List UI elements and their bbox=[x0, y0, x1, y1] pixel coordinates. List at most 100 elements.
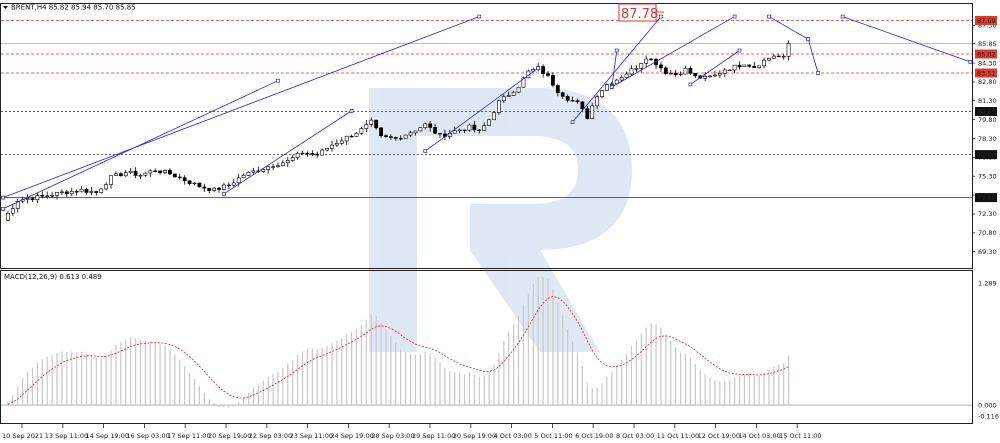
trend-line-handle[interactable] bbox=[840, 14, 845, 19]
candle-body bbox=[15, 200, 20, 209]
level-price-box bbox=[975, 150, 997, 160]
candle-body bbox=[747, 64, 752, 67]
trend-line[interactable] bbox=[842, 16, 971, 63]
candle-body bbox=[467, 124, 472, 131]
trend-line-handle[interactable] bbox=[732, 14, 737, 19]
watermark-logo bbox=[369, 88, 632, 352]
candle-body bbox=[118, 173, 123, 177]
symbol-header: BRENT,H4 85.82 85.94 85.70 85.85 bbox=[11, 4, 136, 12]
trend-line[interactable] bbox=[690, 50, 740, 85]
candle-body bbox=[413, 130, 418, 134]
candle-body bbox=[266, 166, 271, 170]
candle-body bbox=[241, 175, 246, 179]
candle-body bbox=[516, 86, 521, 93]
trend-line[interactable] bbox=[2, 80, 279, 210]
trend-line[interactable] bbox=[611, 50, 618, 88]
trend-line[interactable] bbox=[611, 16, 735, 88]
level-price-label: 77.02 bbox=[977, 151, 996, 159]
candle-body bbox=[403, 134, 408, 139]
candle-body bbox=[546, 73, 550, 76]
candle-body bbox=[40, 195, 45, 197]
candle-body bbox=[25, 198, 30, 200]
candle-body bbox=[246, 171, 251, 176]
dropdown-triangle-icon[interactable] bbox=[3, 6, 8, 9]
candle-body bbox=[668, 72, 673, 75]
trend-line-handle[interactable] bbox=[222, 191, 226, 196]
candle-body bbox=[315, 153, 320, 156]
level-price-box bbox=[975, 193, 997, 203]
time-tick-label: 6 Oct 19:00 bbox=[575, 432, 613, 440]
trend-line-handle[interactable] bbox=[816, 71, 820, 75]
candle-body bbox=[325, 148, 329, 151]
trend-line-handle[interactable] bbox=[688, 82, 693, 87]
time-tick-label: 17 Sep 11:00 bbox=[167, 432, 210, 440]
trend-line[interactable] bbox=[768, 16, 809, 40]
time-tick-label: 10 Sep 2021 bbox=[2, 432, 43, 440]
candle-body bbox=[354, 132, 359, 137]
trend-line-handle[interactable] bbox=[477, 14, 482, 19]
candle-body bbox=[388, 136, 393, 138]
trend-line-handle[interactable] bbox=[806, 37, 811, 42]
candle-body bbox=[639, 63, 644, 69]
trend-line-handle[interactable] bbox=[1, 195, 5, 200]
trend-line-handle[interactable] bbox=[570, 120, 575, 125]
trend-line-handle[interactable] bbox=[659, 14, 663, 19]
trend-line[interactable] bbox=[572, 16, 662, 123]
time-tick-label: 12 Oct 19:00 bbox=[698, 432, 740, 440]
candle-body bbox=[45, 195, 50, 197]
candle-body bbox=[379, 127, 383, 136]
trend-line-handle[interactable] bbox=[1, 207, 5, 211]
time-tick-label: 30 Sep 19:00 bbox=[453, 432, 496, 440]
candle-body bbox=[123, 172, 128, 177]
candle-body bbox=[506, 95, 511, 97]
price-levels bbox=[1, 20, 972, 199]
candle-body bbox=[619, 77, 624, 81]
price-tick-label: 69.30 bbox=[978, 248, 997, 256]
candle-body bbox=[305, 152, 310, 155]
candle-body bbox=[271, 166, 275, 168]
trend-line-handle[interactable] bbox=[536, 66, 541, 70]
candle-body bbox=[364, 124, 369, 129]
trend-line-handle[interactable] bbox=[968, 59, 973, 64]
candle-body bbox=[344, 135, 349, 142]
candle-body bbox=[541, 66, 546, 75]
candle-body bbox=[418, 127, 423, 132]
macd-tick-label: 0.000 bbox=[978, 401, 997, 409]
price-tick-label: 72.30 bbox=[978, 210, 997, 218]
candle-body bbox=[408, 132, 413, 136]
trend-line[interactable] bbox=[807, 39, 819, 74]
candle-body bbox=[114, 173, 118, 176]
trend-line[interactable] bbox=[2, 16, 480, 198]
candle-body bbox=[187, 180, 192, 184]
candle-body bbox=[737, 64, 742, 68]
trend-line-handle[interactable] bbox=[767, 14, 771, 19]
trend-line-handle[interactable] bbox=[349, 109, 354, 113]
candle-body bbox=[786, 43, 791, 57]
level-price-label: 87.69 bbox=[977, 17, 996, 25]
candle-body bbox=[732, 64, 737, 71]
trend-line-handle[interactable] bbox=[609, 85, 614, 89]
price-tick-label: 81.30 bbox=[978, 97, 997, 105]
trend-line[interactable] bbox=[425, 67, 539, 152]
candle-body bbox=[334, 143, 339, 146]
trend-line-handle[interactable] bbox=[737, 48, 742, 53]
time-tick-label: 4 Oct 03:00 bbox=[494, 432, 532, 440]
candle-body bbox=[727, 69, 732, 72]
trend-line-handle[interactable] bbox=[614, 48, 619, 53]
candle-body bbox=[310, 153, 315, 155]
candle-body bbox=[698, 75, 703, 79]
level-price-label: 73.60 bbox=[977, 194, 996, 202]
trend-line-handle[interactable] bbox=[423, 149, 428, 153]
candle-body bbox=[659, 64, 663, 69]
candle-body bbox=[678, 73, 683, 76]
trend-line-handle[interactable] bbox=[276, 78, 280, 83]
candle-body bbox=[222, 184, 226, 190]
candle-body bbox=[300, 152, 305, 155]
candle-body bbox=[644, 58, 649, 64]
candle-body bbox=[30, 198, 35, 201]
time-tick-label: 13 Sep 11:00 bbox=[45, 432, 88, 440]
price-label-text: 87.78 bbox=[621, 7, 658, 22]
trend-line[interactable] bbox=[223, 110, 352, 195]
candle-body bbox=[55, 191, 59, 196]
candle-body bbox=[673, 72, 678, 76]
